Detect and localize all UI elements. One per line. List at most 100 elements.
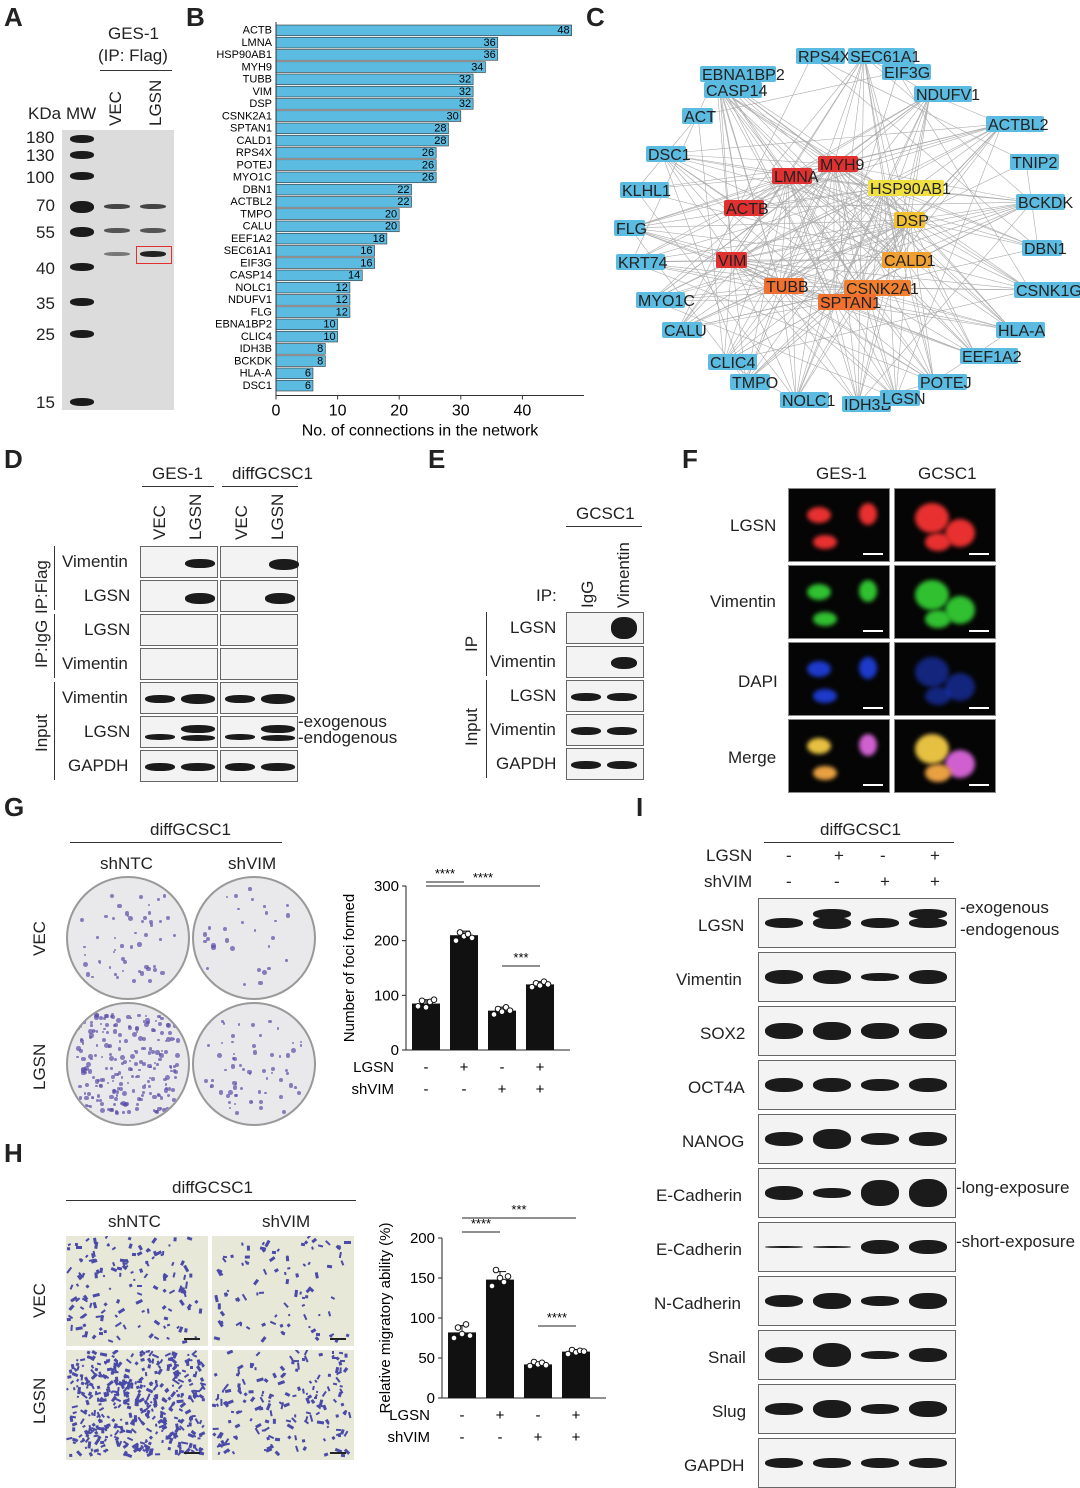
colony-dot (136, 1074, 140, 1079)
network-node (986, 116, 1044, 132)
colony-dot (252, 1043, 257, 1048)
blot-row-label: SOX2 (700, 1024, 746, 1043)
colony-dot (154, 1109, 158, 1114)
colony-dish (192, 1002, 316, 1126)
network-node (616, 254, 665, 270)
network-edge (779, 285, 859, 405)
sign-label: - (536, 1407, 541, 1424)
colony-dot (130, 1053, 136, 1059)
cell-signal (859, 503, 877, 525)
data-point (422, 1004, 430, 1011)
colony-dot (239, 1063, 243, 1068)
blot-band (909, 970, 947, 984)
colony-dot (296, 1105, 301, 1111)
blot-row-label: Vimentin (490, 652, 556, 671)
data-point (418, 997, 426, 1005)
data-point (506, 1007, 514, 1014)
bar-category-label: POTEJ (237, 159, 272, 171)
blot-band (225, 763, 255, 771)
migrated-cell (94, 1409, 97, 1416)
blot-strip (758, 1060, 956, 1110)
colony-dot (166, 915, 171, 920)
migrated-cell (286, 1323, 291, 1328)
migrated-cell (154, 1423, 158, 1427)
migrated-cell (72, 1411, 77, 1415)
migrated-cell (167, 1446, 172, 1451)
blot-row-label: Slug (712, 1402, 747, 1421)
migrated-cell (283, 1401, 291, 1408)
sign-label: - (498, 1429, 503, 1446)
cell-signal (915, 657, 949, 687)
colony-dot (278, 1055, 282, 1058)
mw-band (70, 151, 94, 159)
mw-marker: 100 (26, 168, 55, 187)
y-axis-title: Relative migratory ability (%) (377, 1223, 394, 1414)
migrated-cell (337, 1371, 342, 1374)
migrated-cell (344, 1410, 348, 1416)
migrated-cell (94, 1392, 102, 1396)
migrated-cell (134, 1361, 139, 1366)
colony-dot (111, 1012, 115, 1016)
colony-dot (154, 1020, 157, 1023)
colony-dot (290, 1012, 295, 1017)
colony-dot (98, 1015, 103, 1021)
network-node (868, 180, 944, 196)
migrated-cell (224, 1389, 231, 1394)
migrated-cell (323, 1437, 327, 1442)
colony-dot (286, 913, 291, 918)
network-node-label: IDH3B (844, 397, 891, 414)
colony-dot (163, 1049, 169, 1054)
migrated-cell (70, 1379, 75, 1385)
migrated-cell (274, 1437, 279, 1441)
bar-value-label: 26 (422, 172, 434, 184)
migrated-cell (280, 1365, 286, 1372)
sign-label: + (534, 1429, 543, 1446)
colony-dot (104, 1014, 108, 1018)
colony-dot (233, 893, 239, 898)
migrated-cell (179, 1394, 183, 1399)
network-node-label: MYO1C (638, 293, 695, 310)
significance-label: **** (471, 1216, 491, 1231)
bar-category-label: CALU (243, 221, 272, 233)
blot-band (813, 909, 851, 919)
network-node (842, 396, 891, 412)
blot-band (571, 761, 601, 769)
blot-band (861, 1240, 899, 1254)
network-edge (631, 219, 911, 263)
colony-dot (99, 1101, 105, 1107)
bar-category-label: HLA-A (240, 368, 273, 380)
colony-dot (99, 1077, 104, 1082)
migrated-cell (99, 1314, 104, 1322)
network-edge (631, 187, 885, 263)
blot-band (813, 1129, 851, 1149)
colony-dot (285, 1068, 289, 1073)
colony-dot (206, 937, 211, 941)
bar (450, 935, 478, 1050)
blot-band (813, 1246, 851, 1248)
migrated-cell (100, 1444, 106, 1448)
network-node-label: DBN1 (1024, 241, 1067, 258)
colony-dot (139, 971, 145, 976)
blot-band (765, 1186, 803, 1200)
migrated-cell (151, 1256, 155, 1260)
colony-dot (164, 1088, 169, 1093)
blot-strip (220, 546, 299, 578)
migrated-cell (184, 1281, 188, 1289)
colony-dot (148, 1047, 152, 1051)
colony-dot (211, 945, 216, 950)
network-edge (897, 93, 931, 261)
network-node-label: KLHL1 (622, 183, 671, 200)
migrated-cell (84, 1254, 89, 1258)
colony-dot (151, 1077, 156, 1081)
migrated-cell (318, 1313, 321, 1317)
migrated-cell (76, 1246, 83, 1250)
colony-dot (162, 894, 166, 898)
migrated-cell (98, 1331, 103, 1335)
transwell-image (212, 1350, 354, 1460)
migrated-cell (246, 1325, 252, 1331)
sign-label: - (462, 1081, 467, 1098)
migrated-cell (71, 1324, 74, 1331)
migrated-cell (97, 1362, 102, 1365)
data-point (464, 930, 472, 938)
network-node-label: EBNA1BP2 (702, 67, 785, 84)
